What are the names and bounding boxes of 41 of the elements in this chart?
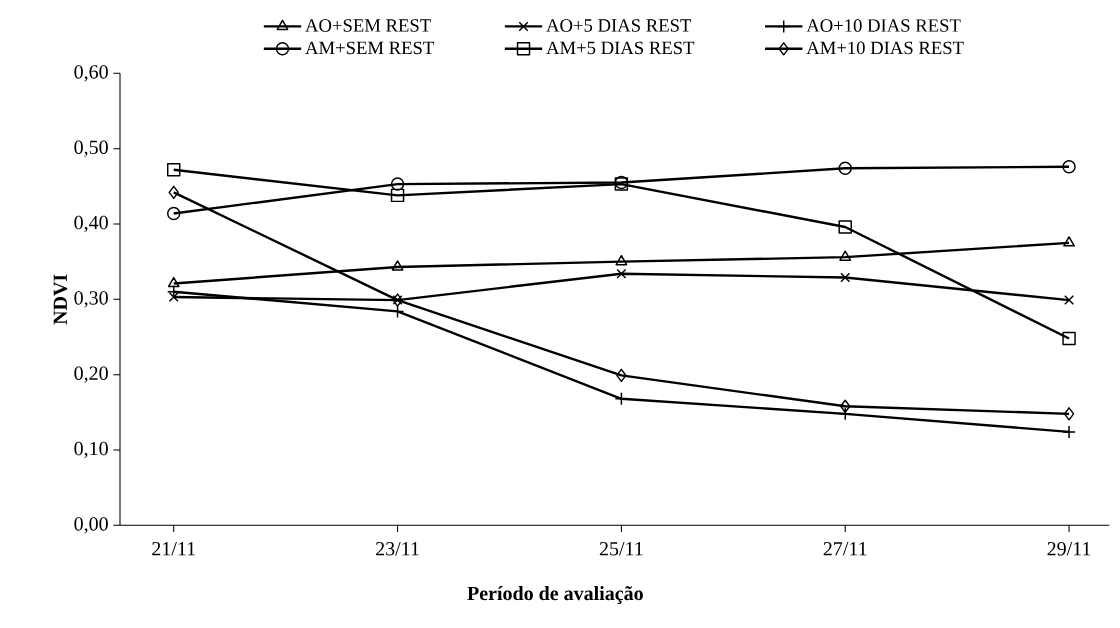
legend-label: AO+SEM REST [305,19,431,32]
point [838,220,852,234]
x-tick-label: 29/11 [1047,542,1091,556]
legend-label: AM+5 DIAS REST [546,41,695,55]
point [616,268,627,279]
x-axis-title: Período de avaliação [467,586,643,605]
y-tick-label: 0,10 [74,441,108,459]
point [390,177,405,191]
point [839,399,851,414]
point [390,188,405,203]
x-tick-label: 27/11 [823,542,867,556]
point [1062,160,1076,174]
y-tick-label: 0,20 [74,366,108,383]
x-tick-label: 21/11 [152,542,195,556]
point [839,250,852,261]
point [168,185,179,200]
y-tick-label: 0,50 [74,140,108,157]
point [391,260,404,271]
legend-label: AO+5 DIAS REST [546,19,692,32]
y-tick-label: 0,40 [74,215,108,233]
x-tick-label: 23/11 [376,542,419,556]
point [615,254,628,266]
point [1064,295,1075,306]
point [166,163,181,177]
point [1062,331,1076,346]
point [840,272,851,283]
legend-label: AM+10 DIAS REST [806,41,964,55]
y-tick-label: 0,30 [74,291,108,308]
point [166,206,181,221]
point [838,161,852,175]
x-tick-label: 25/11 [599,542,643,556]
point [616,368,627,383]
point [168,292,179,303]
y-tick-label: 0,00 [74,517,108,534]
legend-label: AM+SEM REST [305,41,434,55]
point [1063,236,1075,247]
point [1063,407,1075,421]
y-axis-title: NDVI [53,274,68,325]
y-tick-label: 0,60 [74,65,108,82]
point [167,276,180,288]
legend-label: AO+10 DIAS REST [806,19,961,32]
